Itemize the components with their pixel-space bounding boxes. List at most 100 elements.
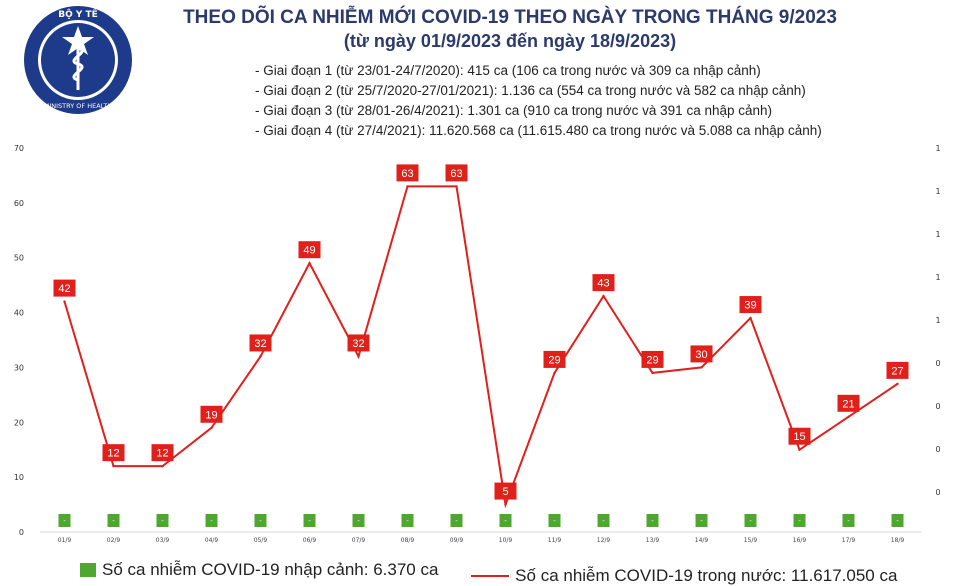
x-tick-label: 05/9 xyxy=(254,537,268,544)
domestic-label-box xyxy=(53,279,76,297)
domestic-label-box xyxy=(200,405,223,423)
y2-tick-label: 1 xyxy=(935,187,940,196)
imported-bar xyxy=(352,514,365,527)
imported-bar xyxy=(793,514,806,527)
domestic-point xyxy=(259,355,262,358)
domestic-label-box xyxy=(249,334,272,352)
domestic-line xyxy=(63,185,899,509)
domestic-point xyxy=(602,294,605,298)
x-tick-label: 10/9 xyxy=(499,537,513,544)
domestic-data-label: 27 xyxy=(891,365,903,377)
legend-swatch-domestic xyxy=(471,575,510,577)
x-tick-label: 02/9 xyxy=(107,537,121,544)
imported-bar-label: - xyxy=(63,517,66,525)
domestic-data-label: 32 xyxy=(254,338,266,350)
imported-bar-label: - xyxy=(700,517,703,525)
domestic-label-box xyxy=(641,350,664,368)
legend-swatch-imported xyxy=(80,563,96,577)
domestic-data-label: 63 xyxy=(450,168,462,180)
x-tick-label: 18/9 xyxy=(891,537,905,544)
x-tick-label: 17/9 xyxy=(842,537,856,544)
domestic-label-box xyxy=(837,394,860,412)
domestic-point xyxy=(63,300,66,303)
imported-bar xyxy=(891,514,904,527)
imported-bar-label: - xyxy=(553,517,556,525)
x-tick-label: 16/9 xyxy=(793,537,807,544)
imported-bar-label: - xyxy=(112,517,115,525)
imported-bar-label: - xyxy=(455,517,458,525)
domestic-point xyxy=(749,316,752,320)
domestic-data-label: 29 xyxy=(646,354,658,366)
y2-tick-label: 1 xyxy=(935,273,940,282)
y2-tick-label: 1 xyxy=(935,316,940,325)
phase-note-2: - Giai đoạn 2 (từ 25/7/2020-27/01/2021):… xyxy=(255,83,806,98)
domestic-data-label: 15 xyxy=(793,431,805,443)
x-tick-label: 09/9 xyxy=(450,537,464,544)
y-tick-label: 20 xyxy=(14,418,24,427)
domestic-point xyxy=(210,426,213,429)
domestic-point xyxy=(896,382,899,386)
domestic-point xyxy=(651,371,654,375)
imported-bar xyxy=(842,514,855,527)
phase-note-4: - Giai đoạn 4 (từ 27/4/2021): 11.620.568… xyxy=(255,123,822,138)
x-tick-label: 13/9 xyxy=(646,537,660,544)
y-tick-label: 0 xyxy=(19,528,24,537)
domestic-label-box xyxy=(886,361,909,379)
domestic-label-box xyxy=(298,241,321,259)
phase-note-3: - Giai đoạn 3 (từ 28/01-26/4/2021): 1.30… xyxy=(255,103,773,118)
y2-tick-label: 0 xyxy=(935,402,940,411)
imported-bar xyxy=(156,514,169,527)
x-tick-label: 06/9 xyxy=(303,537,317,544)
domestic-data-label: 29 xyxy=(548,354,560,366)
imported-bar xyxy=(744,514,757,527)
domestic-label-box xyxy=(739,296,762,314)
domestic-data-label: 5 xyxy=(502,486,508,498)
x-tick-label: 14/9 xyxy=(695,537,709,544)
imported-bar xyxy=(695,514,708,527)
domestic-label-box xyxy=(788,427,811,445)
x-tick-label: 07/9 xyxy=(352,537,366,544)
domestic-point xyxy=(406,185,409,188)
imported-bar-label: - xyxy=(651,517,654,525)
x-tick-label: 03/9 xyxy=(156,537,170,544)
domestic-point xyxy=(847,415,850,418)
y2-tick-label: 0 xyxy=(935,488,940,497)
imported-bar xyxy=(58,514,71,527)
imported-bar xyxy=(107,514,120,527)
domestic-label-box xyxy=(445,164,468,182)
legend: Số ca nhiễm COVID-19 nhập cảnh: 6.370 ca… xyxy=(80,560,925,586)
domestic-label-box xyxy=(690,345,713,363)
domestic-data-label: 42 xyxy=(58,283,70,295)
x-tick-label: 12/9 xyxy=(597,537,611,544)
phase-summary-list: - Giai đoạn 1 (từ 23/01-24/7/2020): 415 … xyxy=(255,61,822,141)
y2-tick-label: 1 xyxy=(935,230,940,239)
x-tick-label: 01/9 xyxy=(58,537,72,544)
imported-bar-label: - xyxy=(406,517,409,525)
imported-bar-label: - xyxy=(161,517,164,525)
logo-bottom-text: MINISTRY OF HEALTH xyxy=(44,102,113,110)
domestic-data-label: 19 xyxy=(205,409,217,421)
domestic-label-box xyxy=(347,334,370,352)
phase-note-1: - Giai đoạn 1 (từ 23/01-24/7/2020): 415 … xyxy=(255,63,761,78)
legend-item-domestic: Số ca nhiễm COVID-19 trong nước: 11.617.… xyxy=(471,566,897,586)
y2-tick-label: 1 xyxy=(935,144,940,153)
imported-bar xyxy=(254,514,267,527)
domestic-label-box xyxy=(543,350,566,368)
imported-bar-label: - xyxy=(308,517,311,525)
x-tick-label: 08/9 xyxy=(401,537,415,544)
legend-label-imported: Số ca nhiễm COVID-19 nhập cảnh: 6.370 ca xyxy=(102,560,439,579)
imported-bar-label: - xyxy=(504,517,507,525)
domestic-data-label: 32 xyxy=(352,338,364,350)
imported-bar-label: - xyxy=(798,517,801,525)
y-tick-label: 40 xyxy=(14,309,24,318)
domestic-data-label: 63 xyxy=(401,168,413,180)
y2-tick-label: 0 xyxy=(935,445,940,454)
chart-title: THEO DÕI CA NHIỄM MỚI COVID-19 THEO NGÀY… xyxy=(183,7,837,28)
y-tick-label: 60 xyxy=(14,199,24,208)
y-tick-label: 50 xyxy=(14,254,24,263)
imported-bar xyxy=(499,514,512,527)
domestic-point xyxy=(161,464,164,468)
domestic-data-label: 12 xyxy=(107,448,119,460)
y-tick-label: 70 xyxy=(14,144,24,153)
legend-label-domestic: Số ca nhiễm COVID-19 trong nước: 11.617.… xyxy=(515,566,898,585)
